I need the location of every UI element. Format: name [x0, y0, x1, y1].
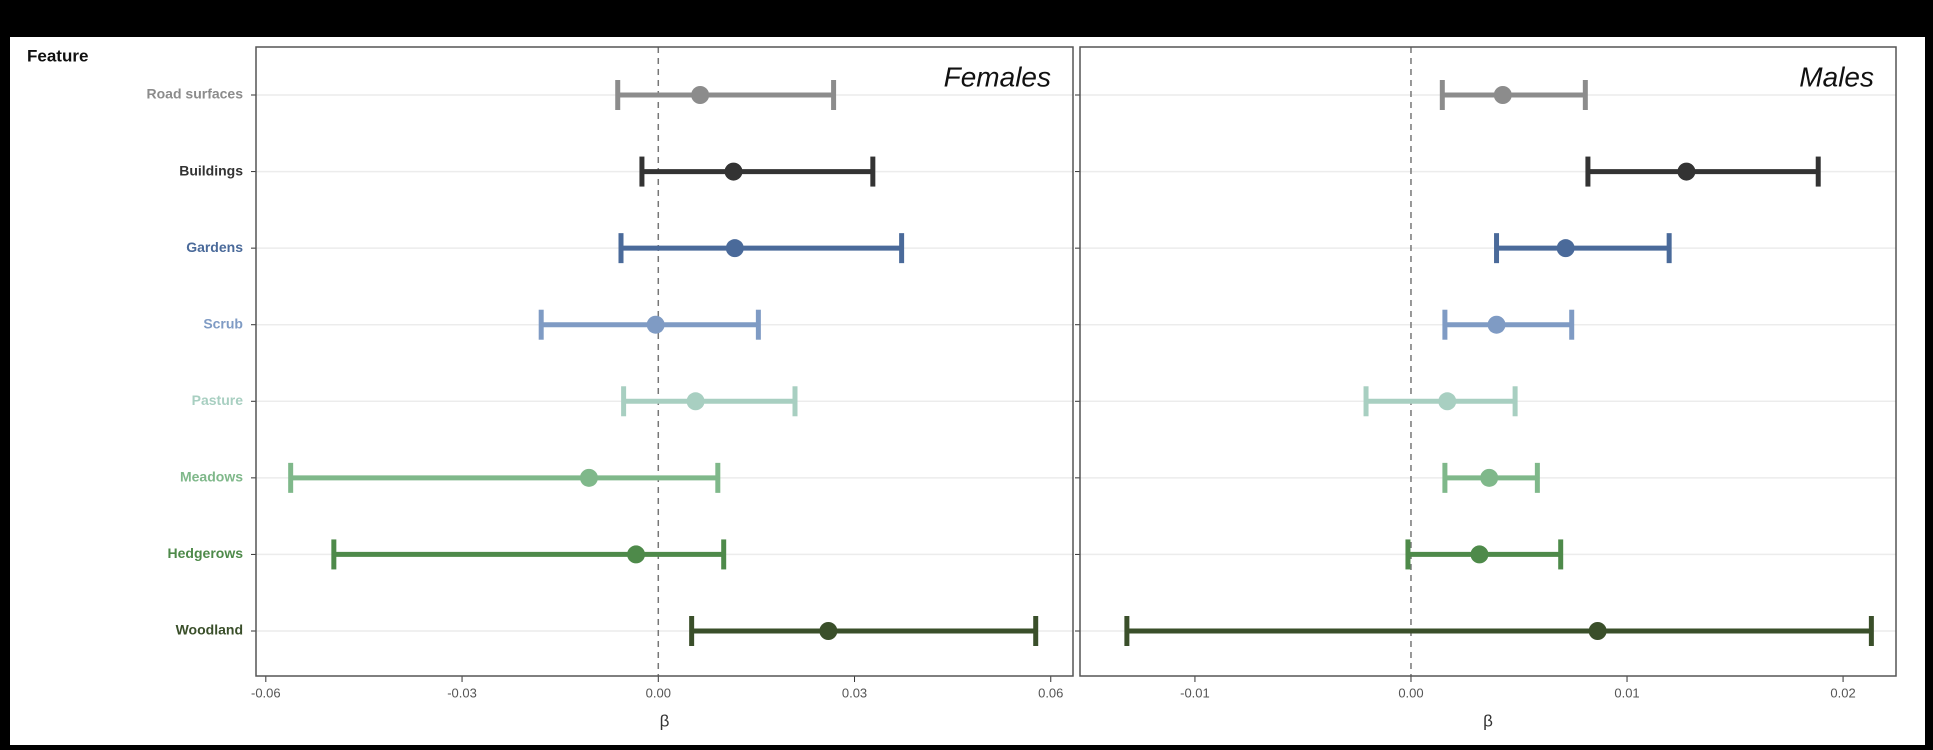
- point: [686, 392, 705, 411]
- x-axis-title: β: [1483, 711, 1493, 730]
- x-tick-label: -0.01: [1180, 685, 1210, 700]
- point: [1470, 545, 1489, 564]
- point: [1438, 392, 1457, 411]
- point: [725, 239, 744, 258]
- y-tick-label: Meadows: [180, 469, 243, 485]
- y-tick-label: Pasture: [192, 392, 244, 408]
- point: [1480, 468, 1499, 487]
- panel-border: [255, 46, 1074, 677]
- panel-border: [1079, 46, 1897, 677]
- y-tick-label: Woodland: [176, 622, 243, 638]
- point: [1677, 162, 1696, 181]
- point: [691, 86, 710, 104]
- x-tick-label: 0.06: [1038, 685, 1063, 700]
- point: [1487, 315, 1506, 334]
- point: [1588, 622, 1607, 640]
- point: [724, 162, 743, 181]
- x-tick-label: 0.01: [1614, 685, 1639, 700]
- x-tick-label: 0.00: [1398, 685, 1423, 700]
- point: [1493, 86, 1512, 104]
- x-tick-label: 0.03: [842, 685, 867, 700]
- y-tick-label: Gardens: [186, 239, 243, 255]
- panel-title: Males: [1799, 61, 1874, 92]
- x-tick-label: -0.06: [251, 685, 281, 700]
- x-tick-label: 0.02: [1830, 685, 1855, 700]
- y-axis-title: Feature: [27, 46, 88, 65]
- point: [646, 315, 665, 334]
- x-axis-title: β: [660, 711, 670, 730]
- y-tick-label: Scrub: [203, 315, 243, 331]
- point: [627, 545, 646, 564]
- x-tick-label: 0.00: [646, 685, 671, 700]
- point: [819, 622, 838, 640]
- y-tick-label: Hedgerows: [168, 545, 244, 561]
- figure-background: [10, 37, 1925, 745]
- point: [1556, 239, 1575, 258]
- y-tick-label: Buildings: [179, 162, 243, 178]
- panel-title: Females: [944, 61, 1051, 92]
- point: [579, 468, 598, 487]
- y-tick-label: Road surfaces: [147, 86, 244, 102]
- x-tick-label: -0.03: [447, 685, 477, 700]
